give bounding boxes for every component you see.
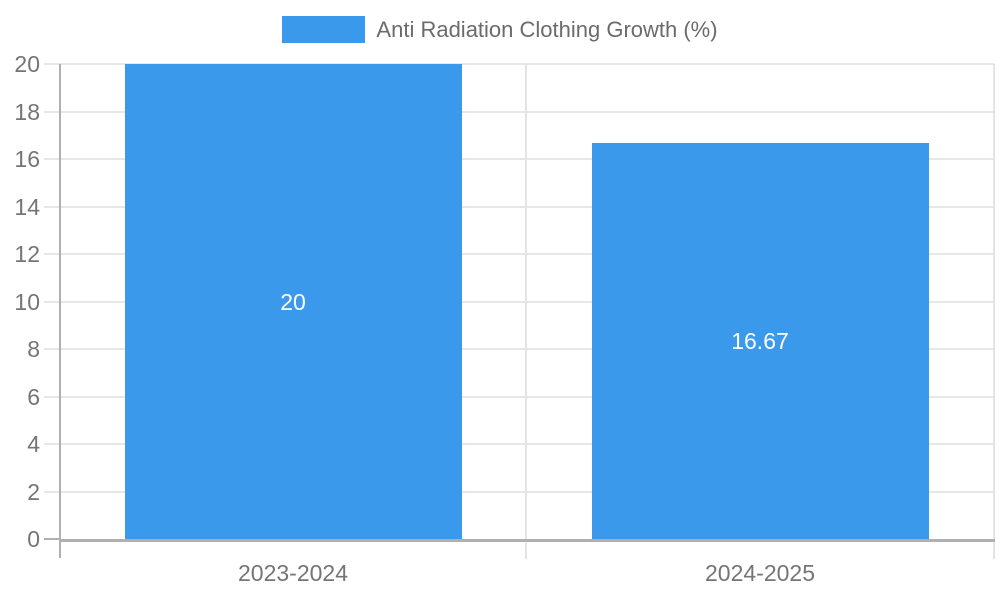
gridline-x: [525, 64, 527, 559]
y-tick-label: 18: [14, 98, 40, 125]
bar[interactable]: [591, 143, 929, 539]
y-tick-mark: [44, 538, 60, 540]
bar-value-label: 20: [280, 288, 306, 315]
y-tick-label: 0: [27, 526, 40, 552]
y-tick-label: 4: [27, 431, 40, 457]
y-axis-line: [59, 64, 61, 558]
y-tick-label: 8: [27, 336, 40, 362]
gridline-y: [44, 158, 994, 160]
x-tick-label: 2024-2025: [705, 560, 815, 586]
gridline-x: [993, 64, 995, 559]
y-tick-label: 16: [14, 146, 40, 172]
gridline-y: [44, 300, 994, 303]
y-tick-label: 14: [14, 193, 40, 220]
x-tick-label: 2023-2024: [238, 560, 348, 586]
gridline-y: [44, 253, 994, 255]
bar[interactable]: [124, 64, 462, 539]
gridline-y: [44, 205, 994, 208]
legend-label: Anti Radiation Clothing Growth (%): [376, 17, 718, 42]
gridline-y: [44, 110, 994, 113]
y-tick-label: 6: [27, 383, 40, 410]
bar-value-label: 16.67: [731, 328, 789, 355]
y-tick-label: 12: [14, 241, 40, 267]
gridline-y: [44, 63, 994, 65]
gridline-y: [44, 395, 994, 398]
y-tick-label: 20: [14, 51, 40, 77]
legend-swatch[interactable]: [282, 16, 366, 43]
gridline-y: [44, 443, 994, 445]
y-tick-label: 10: [14, 288, 40, 315]
y-tick-label: 2: [27, 478, 40, 505]
gridline-y: [44, 490, 994, 493]
legend: Anti Radiation Clothing Growth (%): [0, 16, 1000, 43]
x-axis-line: [59, 539, 995, 542]
gridline-y: [44, 348, 994, 350]
